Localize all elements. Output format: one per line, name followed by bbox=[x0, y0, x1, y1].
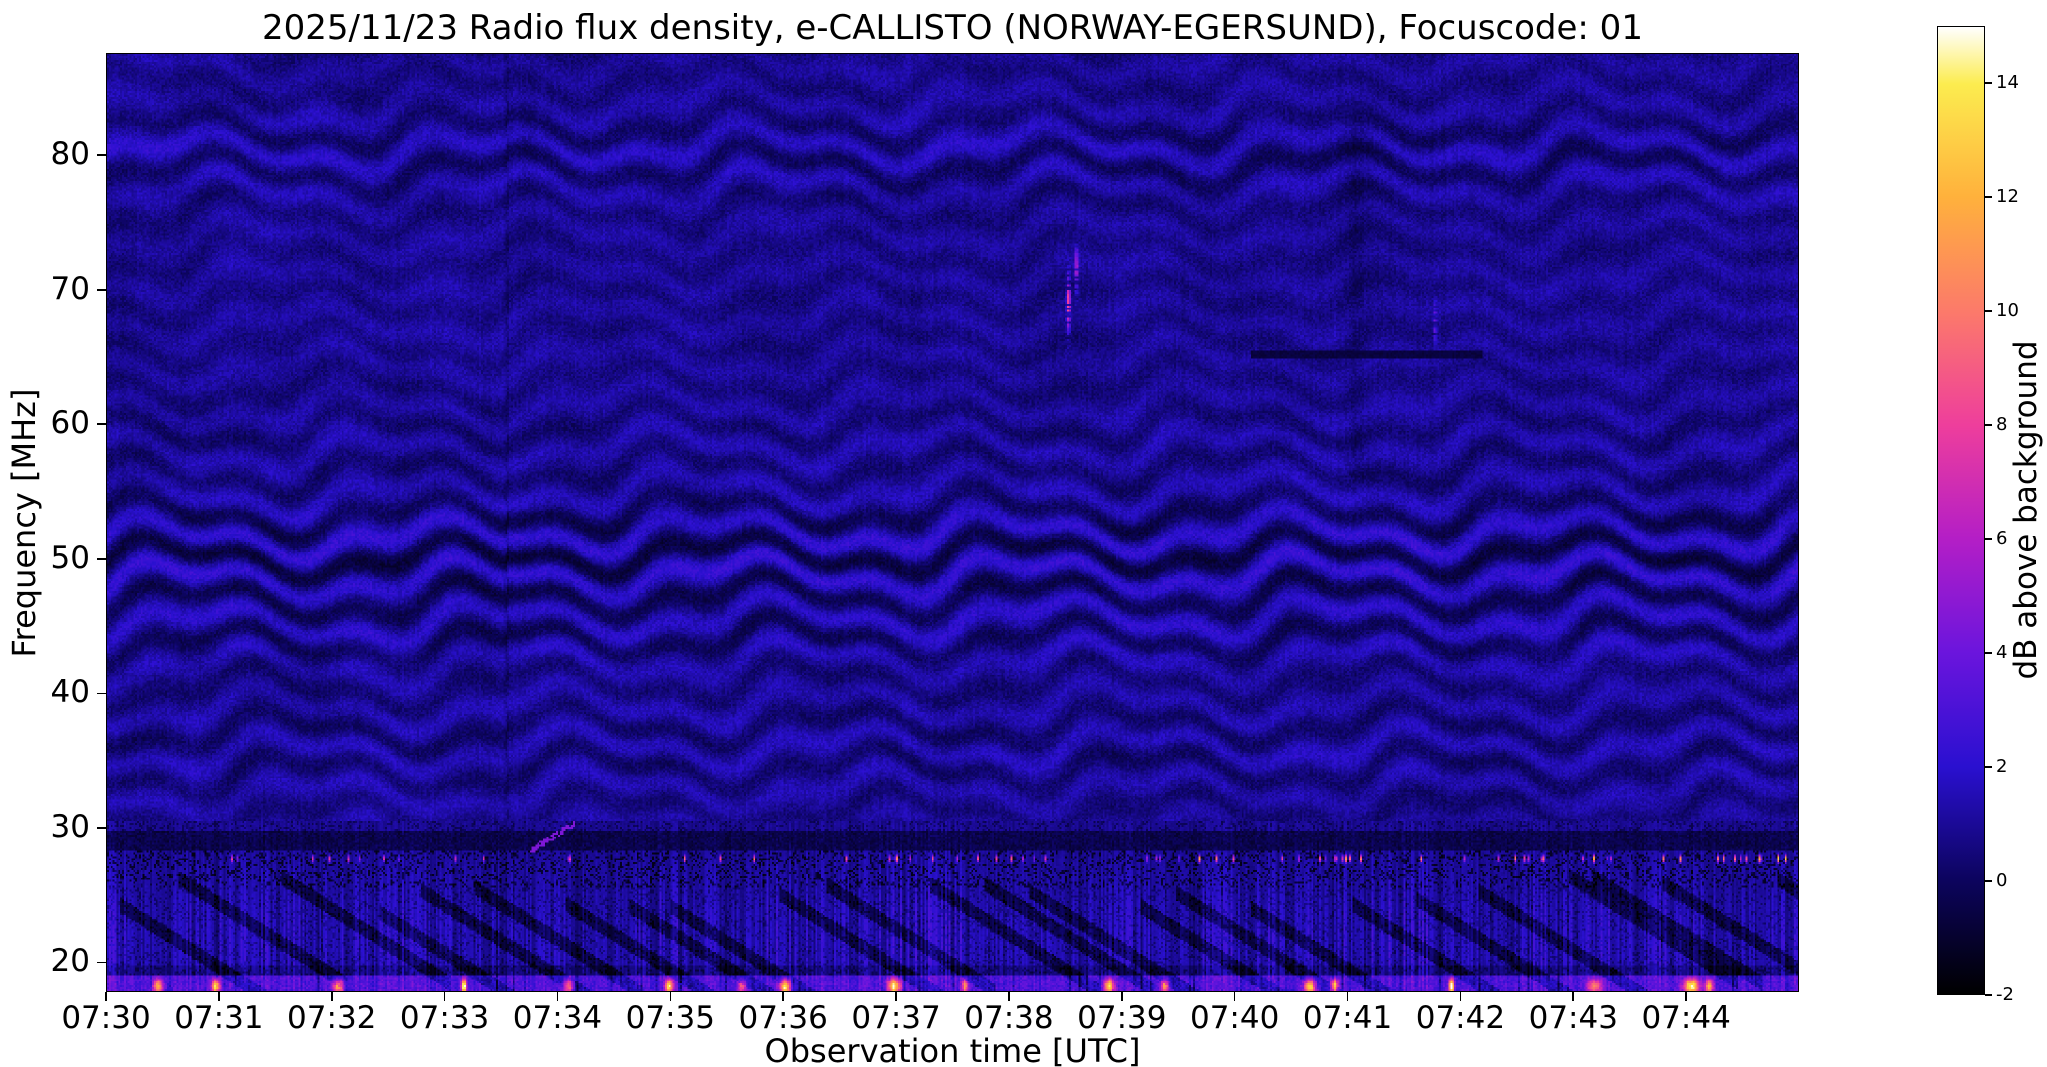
y-tick-mark bbox=[97, 423, 106, 426]
y-tick-mark bbox=[97, 961, 106, 964]
colorbar-tick-mark bbox=[1985, 424, 1992, 426]
y-tick-label: 40 bbox=[50, 674, 90, 711]
x-tick-label: 07:31 bbox=[174, 1000, 264, 1036]
chart-title: 2025/11/23 Radio flux density, e-CALLIST… bbox=[262, 8, 1643, 48]
x-tick-label: 07:42 bbox=[1415, 1000, 1506, 1036]
colorbar-tick-label: 6 bbox=[1996, 528, 2008, 549]
x-tick-mark bbox=[330, 992, 333, 1001]
colorbar-tick-mark bbox=[1985, 538, 1992, 540]
x-tick-mark bbox=[669, 992, 672, 1001]
x-tick-mark bbox=[1685, 992, 1687, 1001]
x-tick-label: 07:34 bbox=[512, 1000, 603, 1036]
y-axis-label: Frequency [MHz] bbox=[5, 388, 43, 658]
y-tick-label: 80 bbox=[50, 136, 90, 173]
x-tick-mark bbox=[1572, 992, 1575, 1001]
x-tick-label: 07:43 bbox=[1528, 1000, 1618, 1036]
x-tick-mark bbox=[105, 992, 107, 1001]
x-tick-mark bbox=[443, 992, 446, 1001]
x-tick-label: 07:39 bbox=[1077, 1000, 1167, 1036]
x-tick-mark bbox=[218, 992, 220, 1001]
x-tick-mark bbox=[1233, 992, 1236, 1001]
colorbar bbox=[1937, 26, 1985, 995]
x-tick-mark bbox=[782, 992, 784, 1001]
colorbar-tick-mark bbox=[1985, 994, 1992, 996]
y-tick-mark bbox=[97, 154, 106, 157]
x-tick-label: 07:35 bbox=[625, 1000, 715, 1036]
y-tick-label: 20 bbox=[50, 943, 90, 980]
colorbar-tick-label: 0 bbox=[1996, 870, 2008, 891]
x-tick-label: 07:36 bbox=[738, 1000, 828, 1036]
colorbar-tick-mark bbox=[1985, 766, 1992, 768]
colorbar-tick-mark bbox=[1985, 310, 1992, 312]
colorbar-tick-label: 8 bbox=[1996, 414, 2008, 435]
x-axis-label: Observation time [UTC] bbox=[764, 1032, 1141, 1067]
colorbar-tick-label: 14 bbox=[1996, 72, 2019, 93]
colorbar-tick-mark bbox=[1985, 652, 1992, 654]
colorbar-tick-label: 2 bbox=[1996, 756, 2008, 777]
y-tick-label: 30 bbox=[50, 808, 90, 845]
spectrogram-canvas bbox=[107, 54, 1798, 991]
colorbar-tick-mark bbox=[1985, 196, 1992, 198]
plot-area bbox=[106, 53, 1799, 992]
x-tick-label: 07:33 bbox=[399, 1000, 490, 1036]
x-tick-mark bbox=[1459, 992, 1462, 1001]
x-tick-label: 07:32 bbox=[287, 1000, 377, 1036]
y-tick-mark bbox=[97, 692, 106, 695]
x-tick-label: 07:37 bbox=[851, 1000, 941, 1036]
x-tick-label: 07:44 bbox=[1641, 1000, 1731, 1036]
y-tick-label: 70 bbox=[50, 270, 90, 307]
colorbar-tick-label: 12 bbox=[1996, 186, 2019, 207]
x-tick-label: 07:41 bbox=[1302, 1000, 1393, 1036]
colorbar-tick-mark bbox=[1985, 880, 1992, 882]
colorbar-tick-label: 10 bbox=[1996, 300, 2019, 321]
colorbar-tick-mark bbox=[1985, 82, 1992, 84]
x-tick-label: 07:38 bbox=[964, 1000, 1054, 1036]
x-tick-label: 07:40 bbox=[1189, 1000, 1280, 1036]
x-tick-mark bbox=[895, 992, 897, 1001]
x-tick-mark bbox=[1121, 992, 1123, 1001]
y-tick-mark bbox=[97, 288, 106, 291]
x-tick-mark bbox=[556, 992, 559, 1001]
x-tick-label: 07:30 bbox=[61, 1000, 151, 1036]
y-tick-mark bbox=[97, 558, 106, 560]
y-tick-mark bbox=[97, 827, 106, 829]
colorbar-tick-label: -2 bbox=[1996, 984, 2014, 1005]
x-tick-mark bbox=[1008, 992, 1010, 1001]
x-tick-mark bbox=[1346, 992, 1349, 1001]
colorbar-label: dB above background bbox=[2008, 340, 2044, 680]
colorbar-tick-label: 4 bbox=[1996, 642, 2008, 663]
